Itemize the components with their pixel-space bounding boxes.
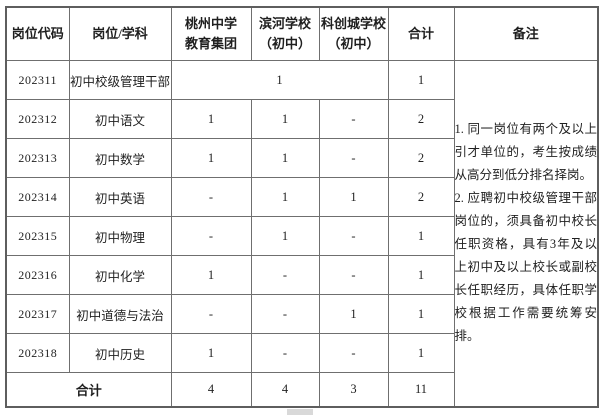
cell-school1: - bbox=[170, 216, 252, 256]
col-header-school2-line1: 滨河学校 bbox=[258, 16, 311, 31]
col-header-school2: 滨河学校 （初中） bbox=[250, 6, 320, 61]
cell-code: 202316 bbox=[5, 255, 70, 295]
cell-school3: - bbox=[318, 138, 389, 178]
cell-school1: 1 bbox=[170, 255, 252, 295]
cell-school3: - bbox=[318, 333, 389, 373]
header-row: 岗位代码 岗位/学科 桃州中学 教育集团 滨河学校 （初中） 科创城学校 （初中… bbox=[5, 6, 599, 61]
cell-code: 202314 bbox=[5, 177, 70, 217]
cell-total: 1 bbox=[387, 255, 455, 295]
col-header-school1: 桃州中学 教育集团 bbox=[170, 6, 252, 61]
footer-grand-total: 11 bbox=[387, 372, 455, 407]
cell-total: 1 bbox=[387, 294, 455, 334]
cell-subject: 初中语文 bbox=[68, 99, 172, 139]
cell-school3: - bbox=[318, 99, 389, 139]
col-header-school1-line1: 桃州中学 bbox=[184, 16, 237, 31]
cell-code: 202317 bbox=[5, 294, 70, 334]
cell-school2: 1 bbox=[250, 138, 320, 178]
footer-school1-total: 4 bbox=[170, 372, 252, 407]
cell-school2: 1 bbox=[250, 216, 320, 256]
table-row-202312: 202312 初中语文 1 1 - 2 bbox=[5, 99, 598, 139]
cell-subject: 初中校级管理干部 bbox=[68, 60, 172, 100]
cell-school2: - bbox=[250, 294, 320, 334]
cell-school1: - bbox=[170, 294, 252, 334]
col-header-school3-line1: 科创城学校 bbox=[320, 16, 386, 31]
cell-school3: 1 bbox=[318, 294, 389, 334]
table-row-202316: 202316 初中化学 1 - - 1 bbox=[5, 255, 598, 295]
footer-school3-total: 3 bbox=[318, 372, 389, 407]
cell-school2: 1 bbox=[250, 99, 320, 139]
col-header-total: 合计 bbox=[387, 6, 455, 61]
cell-code: 202313 bbox=[5, 138, 70, 178]
cell-total: 1 bbox=[387, 60, 455, 100]
remark-text: 1. 同一岗位有两个及以上引才单位的，考生按成绩从高分到低分排名择岗。 2. 应… bbox=[454, 118, 597, 348]
cell-code: 202311 bbox=[5, 60, 70, 100]
recruitment-table: 岗位代码 岗位/学科 桃州中学 教育集团 滨河学校 （初中） 科创城学校 （初中… bbox=[5, 6, 599, 408]
table-row-202318: 202318 初中历史 1 - - 1 bbox=[5, 333, 598, 373]
cell-subject: 初中道德与法治 bbox=[68, 294, 172, 334]
remark-item-1: 1. 同一岗位有两个及以上引才单位的，考生按成绩从高分到低分排名择岗。 bbox=[454, 122, 597, 183]
cell-total: 2 bbox=[387, 138, 455, 178]
remark-cell: 1. 同一岗位有两个及以上引才单位的，考生按成绩从高分到低分排名择岗。 2. 应… bbox=[453, 60, 599, 407]
table-row-202311: 202311 初中校级管理干部 1 1 1. 同一岗位有两个及以上引才单位的，考… bbox=[5, 60, 599, 407]
scrollbar-artifact bbox=[287, 409, 313, 415]
cell-subject: 初中化学 bbox=[68, 255, 172, 295]
remark-item-2: 2. 应聘初中校级管理干部岗位的，须具备初中校长任职资格，具有3年及以上初中及以… bbox=[454, 191, 597, 344]
cell-school3: - bbox=[318, 216, 389, 256]
cell-school2: 1 bbox=[250, 177, 320, 217]
footer-school2-total: 4 bbox=[250, 372, 320, 407]
col-header-code: 岗位代码 bbox=[5, 6, 70, 61]
col-header-school3-line2: （初中） bbox=[327, 36, 380, 51]
cell-subject: 初中历史 bbox=[68, 333, 172, 373]
cell-school1: - bbox=[170, 177, 252, 217]
cell-school1: 1 bbox=[170, 99, 252, 139]
cell-school2: - bbox=[250, 333, 320, 373]
cell-merged-schools: 1 bbox=[170, 60, 389, 100]
table-row-202313: 202313 初中数学 1 1 - 2 bbox=[5, 138, 598, 178]
cell-code: 202318 bbox=[5, 333, 70, 373]
cell-subject: 初中英语 bbox=[68, 177, 172, 217]
table-footer-row: 合计 4 4 3 11 bbox=[5, 372, 598, 407]
cell-school3: - bbox=[318, 255, 389, 295]
cell-subject: 初中数学 bbox=[68, 138, 172, 178]
cell-school1: 1 bbox=[170, 333, 252, 373]
col-header-subject: 岗位/学科 bbox=[68, 6, 172, 61]
cell-total: 2 bbox=[387, 99, 455, 139]
cell-total: 2 bbox=[387, 177, 455, 217]
footer-label: 合计 bbox=[5, 372, 172, 407]
col-header-school1-line2: 教育集团 bbox=[184, 36, 237, 51]
cell-school1: 1 bbox=[170, 138, 252, 178]
col-header-remark: 备注 bbox=[453, 6, 599, 61]
col-header-school3: 科创城学校 （初中） bbox=[318, 6, 389, 61]
cell-total: 1 bbox=[387, 216, 455, 256]
table-row-202317: 202317 初中道德与法治 - - 1 1 bbox=[5, 294, 598, 334]
cell-code: 202312 bbox=[5, 99, 70, 139]
cell-code: 202315 bbox=[5, 216, 70, 256]
cell-total: 1 bbox=[387, 333, 455, 373]
cell-subject: 初中物理 bbox=[68, 216, 172, 256]
table-row-202315: 202315 初中物理 - 1 - 1 bbox=[5, 216, 598, 256]
cell-school3: 1 bbox=[318, 177, 389, 217]
col-header-school2-line2: （初中） bbox=[258, 36, 311, 51]
cell-school2: - bbox=[250, 255, 320, 295]
